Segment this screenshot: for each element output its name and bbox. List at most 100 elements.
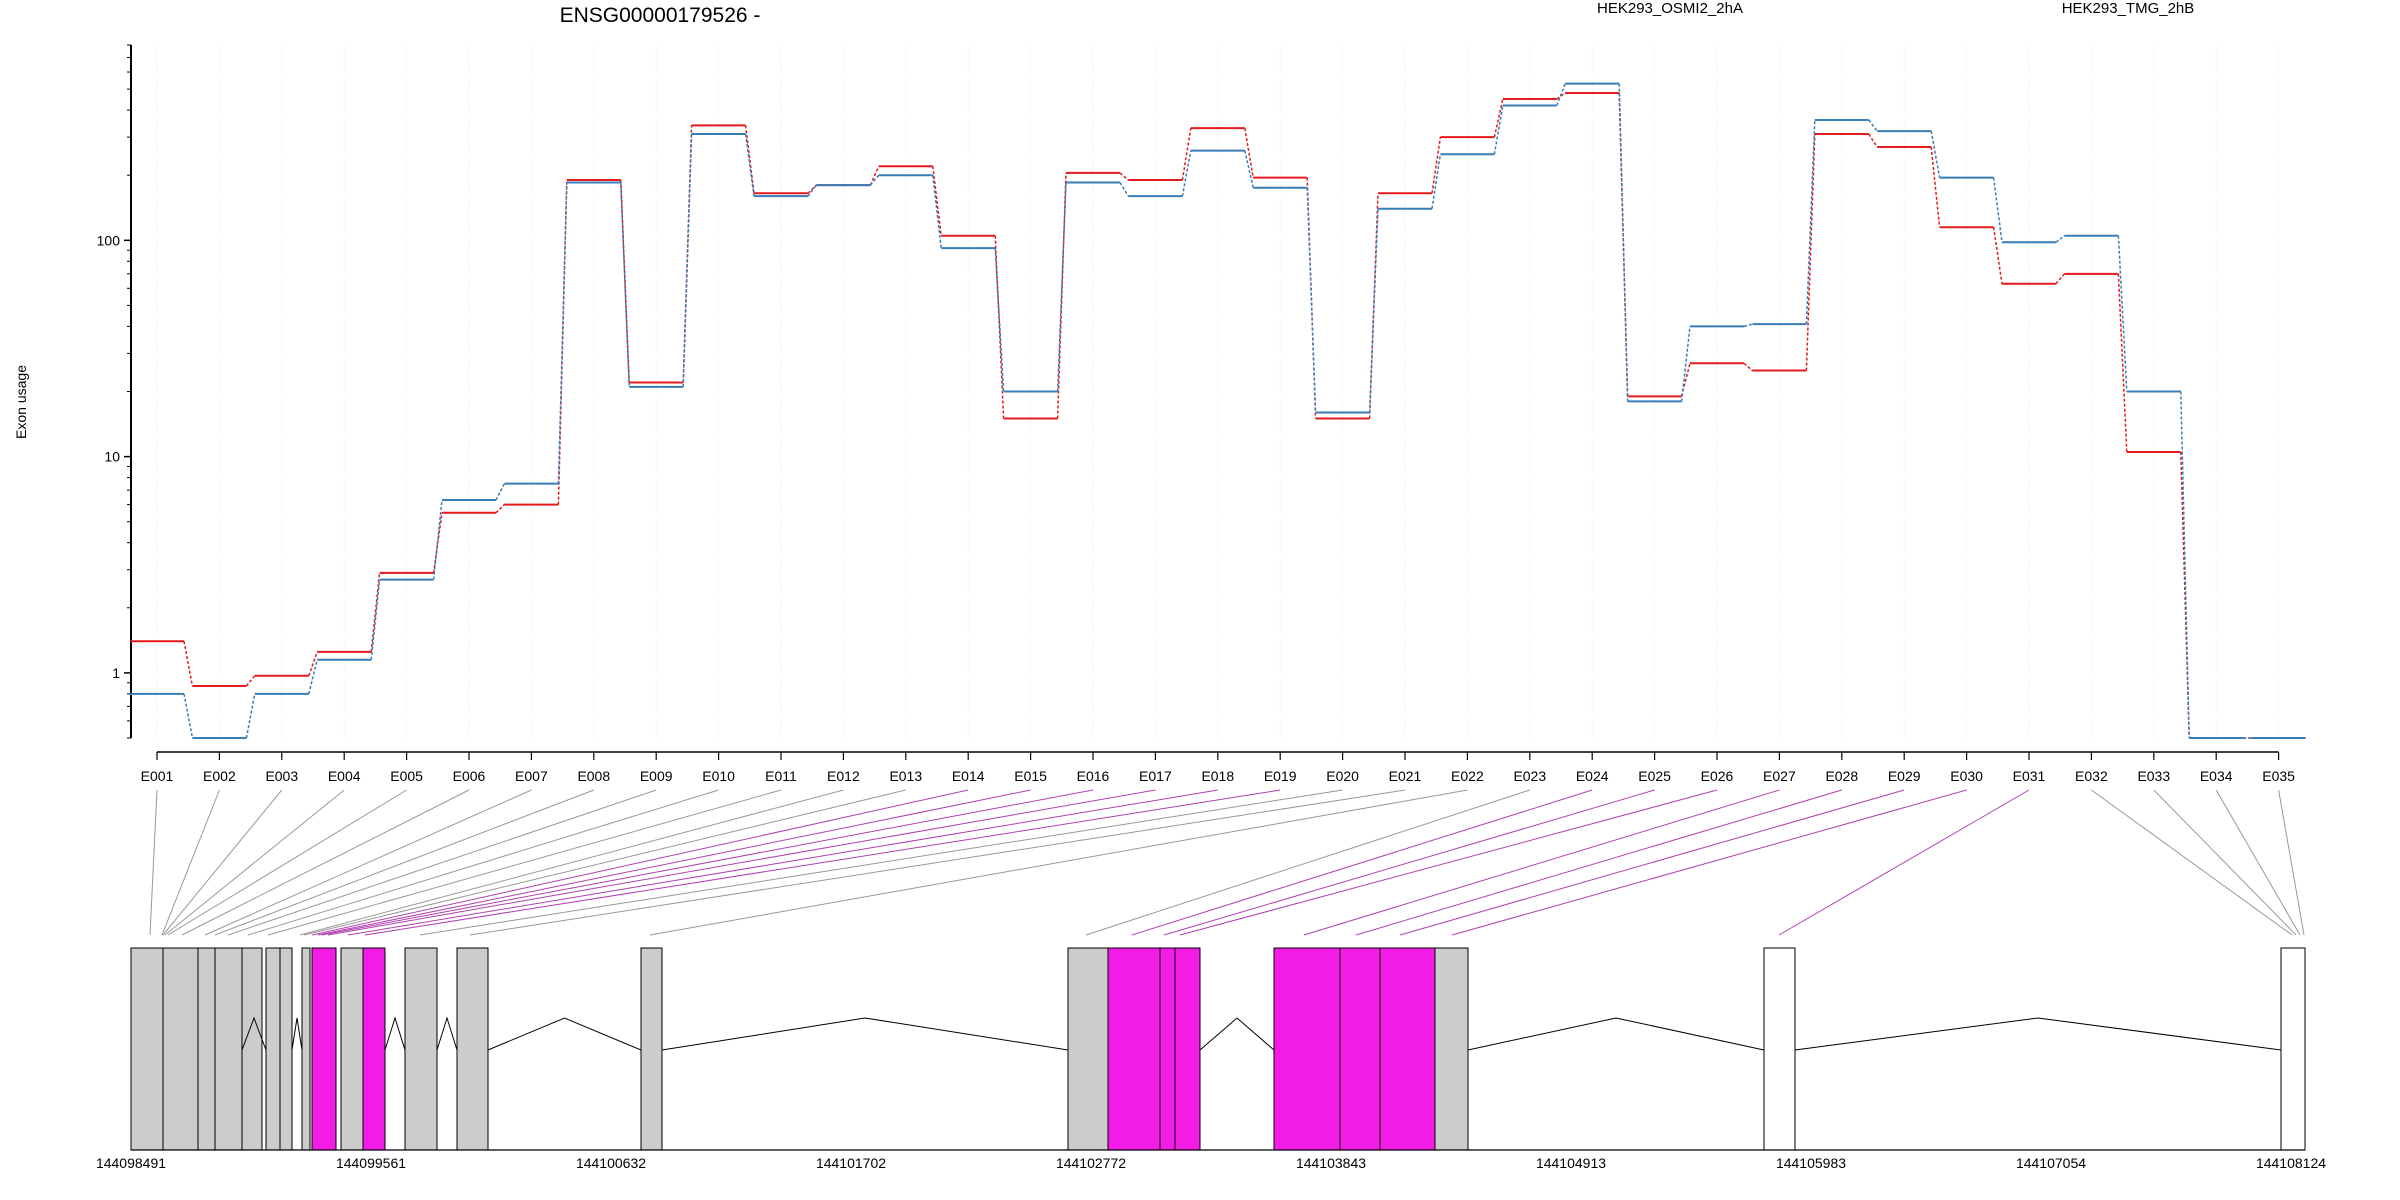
exon-block [456, 947, 489, 1151]
series-1-connector [1992, 227, 2003, 284]
genomic-tick-label: 144102772 [1056, 1155, 1126, 1171]
series-1-connector [1805, 134, 1816, 371]
intron-line [1794, 1017, 2282, 1051]
exon-connector [327, 789, 1156, 936]
intron-line [661, 1017, 1069, 1051]
exon-connector [364, 789, 1281, 936]
x-tick-label-e021: E021 [1389, 768, 1422, 784]
exon-connectors [149, 789, 2305, 936]
axes: 1 10 100 [97, 44, 2279, 753]
exon-connector [1179, 789, 1718, 936]
x-tick-label-e027: E027 [1763, 768, 1796, 784]
genomic-tick-label: 144105983 [1776, 1155, 1846, 1171]
exon-connector [1303, 789, 1780, 936]
intron-line [1467, 1017, 1765, 1051]
exon-block [640, 947, 663, 1151]
x-tick-label-e013: E013 [889, 768, 922, 784]
x-tick-label-e003: E003 [265, 768, 298, 784]
vertical-gridlines [156, 45, 2280, 738]
series-2-connector [2055, 235, 2065, 243]
series-2-connector [557, 182, 568, 484]
exon-block [1067, 947, 1109, 1151]
genomic-tick-label: 144099561 [336, 1155, 406, 1171]
series-1-connector [370, 572, 381, 653]
x-tick-label-e008: E008 [577, 768, 610, 784]
exon-connector [469, 789, 1406, 936]
series-1-connector [932, 166, 942, 236]
exon-block [340, 947, 364, 1151]
x-tick-label-e004: E004 [328, 768, 361, 784]
series-1-connector [1119, 172, 1129, 181]
series-2-connector [1805, 119, 1816, 325]
series-1-connector [1493, 98, 1504, 138]
genomic-tick-label: 144100632 [576, 1155, 646, 1171]
intron-line [241, 1016, 267, 1051]
exon-connector [1778, 789, 2030, 936]
series-1-connector [1431, 137, 1442, 194]
exon-connector [2215, 789, 2301, 936]
x-tick-label-e009: E009 [640, 768, 673, 784]
series-2-connector [1244, 150, 1254, 188]
exon-block [214, 947, 243, 1151]
series-2-connector [1618, 83, 1629, 402]
exon-connector [167, 789, 407, 936]
x-tick-label-e010: E010 [702, 768, 735, 784]
series-2-connector [1493, 105, 1504, 155]
series-2-connector [1930, 130, 1941, 178]
exon-connector [149, 789, 158, 936]
legend-series-2: HEK293_TMG_2hB [2062, 0, 2195, 17]
series-2-connector [1368, 208, 1379, 413]
series-2-connector [1743, 323, 1753, 328]
exon-block [1763, 947, 1796, 1151]
series-1-connector [2055, 273, 2065, 285]
highlighted-exon-block [1273, 947, 1341, 1151]
series-2-connector [1306, 187, 1317, 413]
x-tick-label-e016: E016 [1077, 768, 1110, 784]
exon-connector [1355, 789, 1842, 936]
gene-model [130, 947, 2306, 1151]
exon-connector [347, 789, 1218, 936]
exon-connector [162, 789, 283, 936]
intron-line [436, 1016, 458, 1051]
genomic-tick-label: 144103843 [1296, 1155, 1366, 1171]
exon-connector [321, 789, 1094, 936]
x-tick-label-e005: E005 [390, 768, 423, 784]
x-tick-label-e032: E032 [2075, 768, 2108, 784]
exon-connector [311, 789, 969, 936]
exon-connector [1163, 789, 1655, 936]
y-axis-label: Exon usage [13, 365, 29, 439]
genomic-axis: 144098491 144099561 144100632 144101702 1441… [96, 1149, 2326, 1171]
x-tick-label-e025: E025 [1638, 768, 1671, 784]
series-2-connector [1556, 83, 1566, 106]
series-2 [130, 82, 2306, 739]
x-tick-label-e020: E020 [1326, 768, 1359, 784]
y-tick-label: 100 [97, 232, 121, 248]
exon-block [279, 947, 293, 1151]
series-2-connector [932, 175, 942, 249]
series-2-connector [183, 693, 194, 739]
x-tick-label-e031: E031 [2013, 768, 2046, 784]
series-2-connector [807, 184, 817, 197]
intron-line [1199, 1017, 1275, 1051]
series-2-connector [1431, 154, 1442, 209]
exon-connector [299, 789, 844, 936]
legend-series-1: HEK293_OSMI2_2hA [1597, 0, 1743, 17]
x-tick-label-e022: E022 [1451, 768, 1484, 784]
genomic-tick-label: 144098491 [96, 1155, 166, 1171]
series-1-connector [1930, 146, 1941, 228]
series-2-connector [869, 174, 880, 186]
exon-connector [1131, 789, 1593, 936]
exon-connector [214, 789, 594, 936]
series-1-connector [620, 180, 630, 383]
exon-block [404, 947, 438, 1151]
x-tick-label-e028: E028 [1825, 768, 1858, 784]
series-2-connector [432, 499, 443, 580]
intron-line [487, 1017, 642, 1051]
x-tick-label-e030: E030 [1950, 768, 1983, 784]
x-tick-label-e023: E023 [1513, 768, 1546, 784]
highlighted-exon-block [1379, 947, 1436, 1151]
highlighted-exon-block [362, 947, 386, 1151]
series-2-connector [1680, 326, 1691, 402]
genomic-tick-label: 144104913 [1536, 1155, 1606, 1171]
series-1-connector [807, 184, 817, 194]
